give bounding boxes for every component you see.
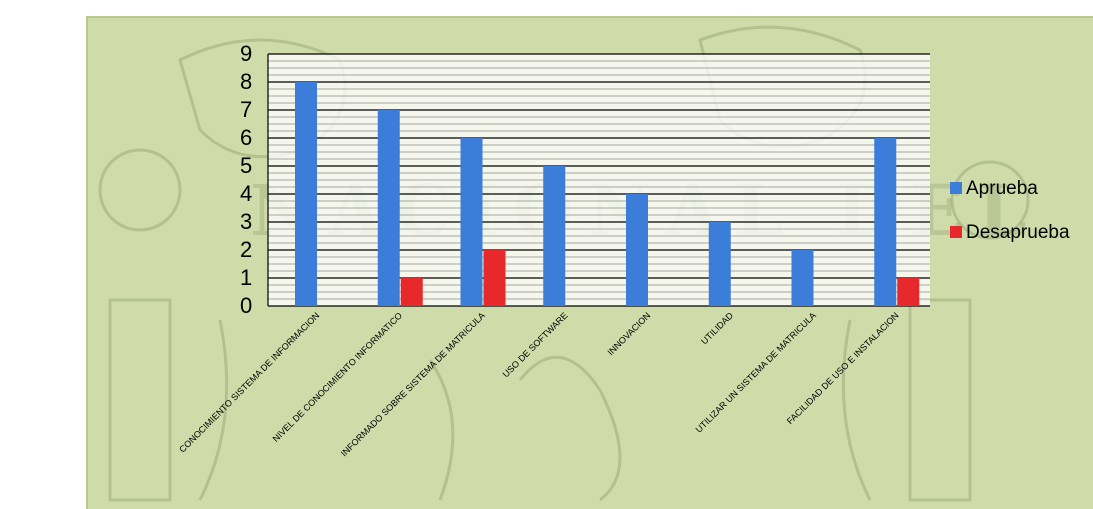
y-tick-label: 6 [240,125,252,150]
bar-desaprueba [897,278,920,306]
legend: Aprueba Desaprueba [950,178,1070,243]
legend-swatch [950,226,962,238]
category-label: USO DE SOFTWARE [501,310,570,379]
category-label: INFORMADO SOBRE SISTEMA DE MATRICULA [339,310,487,458]
y-tick-label: 8 [240,69,252,94]
legend-label: Desaprueba [966,222,1070,243]
y-axis-ticks: 0 1 2 3 4 5 6 7 8 9 [240,41,252,318]
y-tick-label: 0 [240,293,252,318]
bar-aprueba [295,82,317,306]
bar-aprueba [543,166,566,306]
bar-desaprueba [400,278,423,306]
bar-desaprueba [483,250,506,306]
bar-aprueba [626,194,648,306]
x-axis-labels: CONOCIMIENTO SISTEMA DE INFORMACIONNIVEL… [177,310,900,458]
legend-swatch [950,182,962,194]
bars [295,82,920,306]
y-tick-label: 4 [240,181,252,206]
category-label: UTILIDAD [699,310,735,346]
y-tick-label: 5 [240,153,252,178]
bar-aprueba [791,250,814,306]
grid-lines [267,53,930,307]
y-tick-label: 2 [240,237,252,262]
legend-label: Aprueba [966,178,1038,199]
y-tick-label: 7 [240,97,252,122]
bar-aprueba [377,110,400,306]
bar-aprueba [460,138,483,306]
category-label: NIVEL DE CONOCIMIENTO INFORMATICO [271,310,405,444]
y-tick-label: 9 [240,41,252,66]
y-tick-label: 3 [240,209,252,234]
bar-aprueba [708,222,731,306]
y-tick-label: 1 [240,265,252,290]
category-label: INNOVACION [606,310,653,357]
category-label: CONOCIMIENTO SISTEMA DE INFORMACION [177,310,321,454]
bar-aprueba [874,138,897,306]
